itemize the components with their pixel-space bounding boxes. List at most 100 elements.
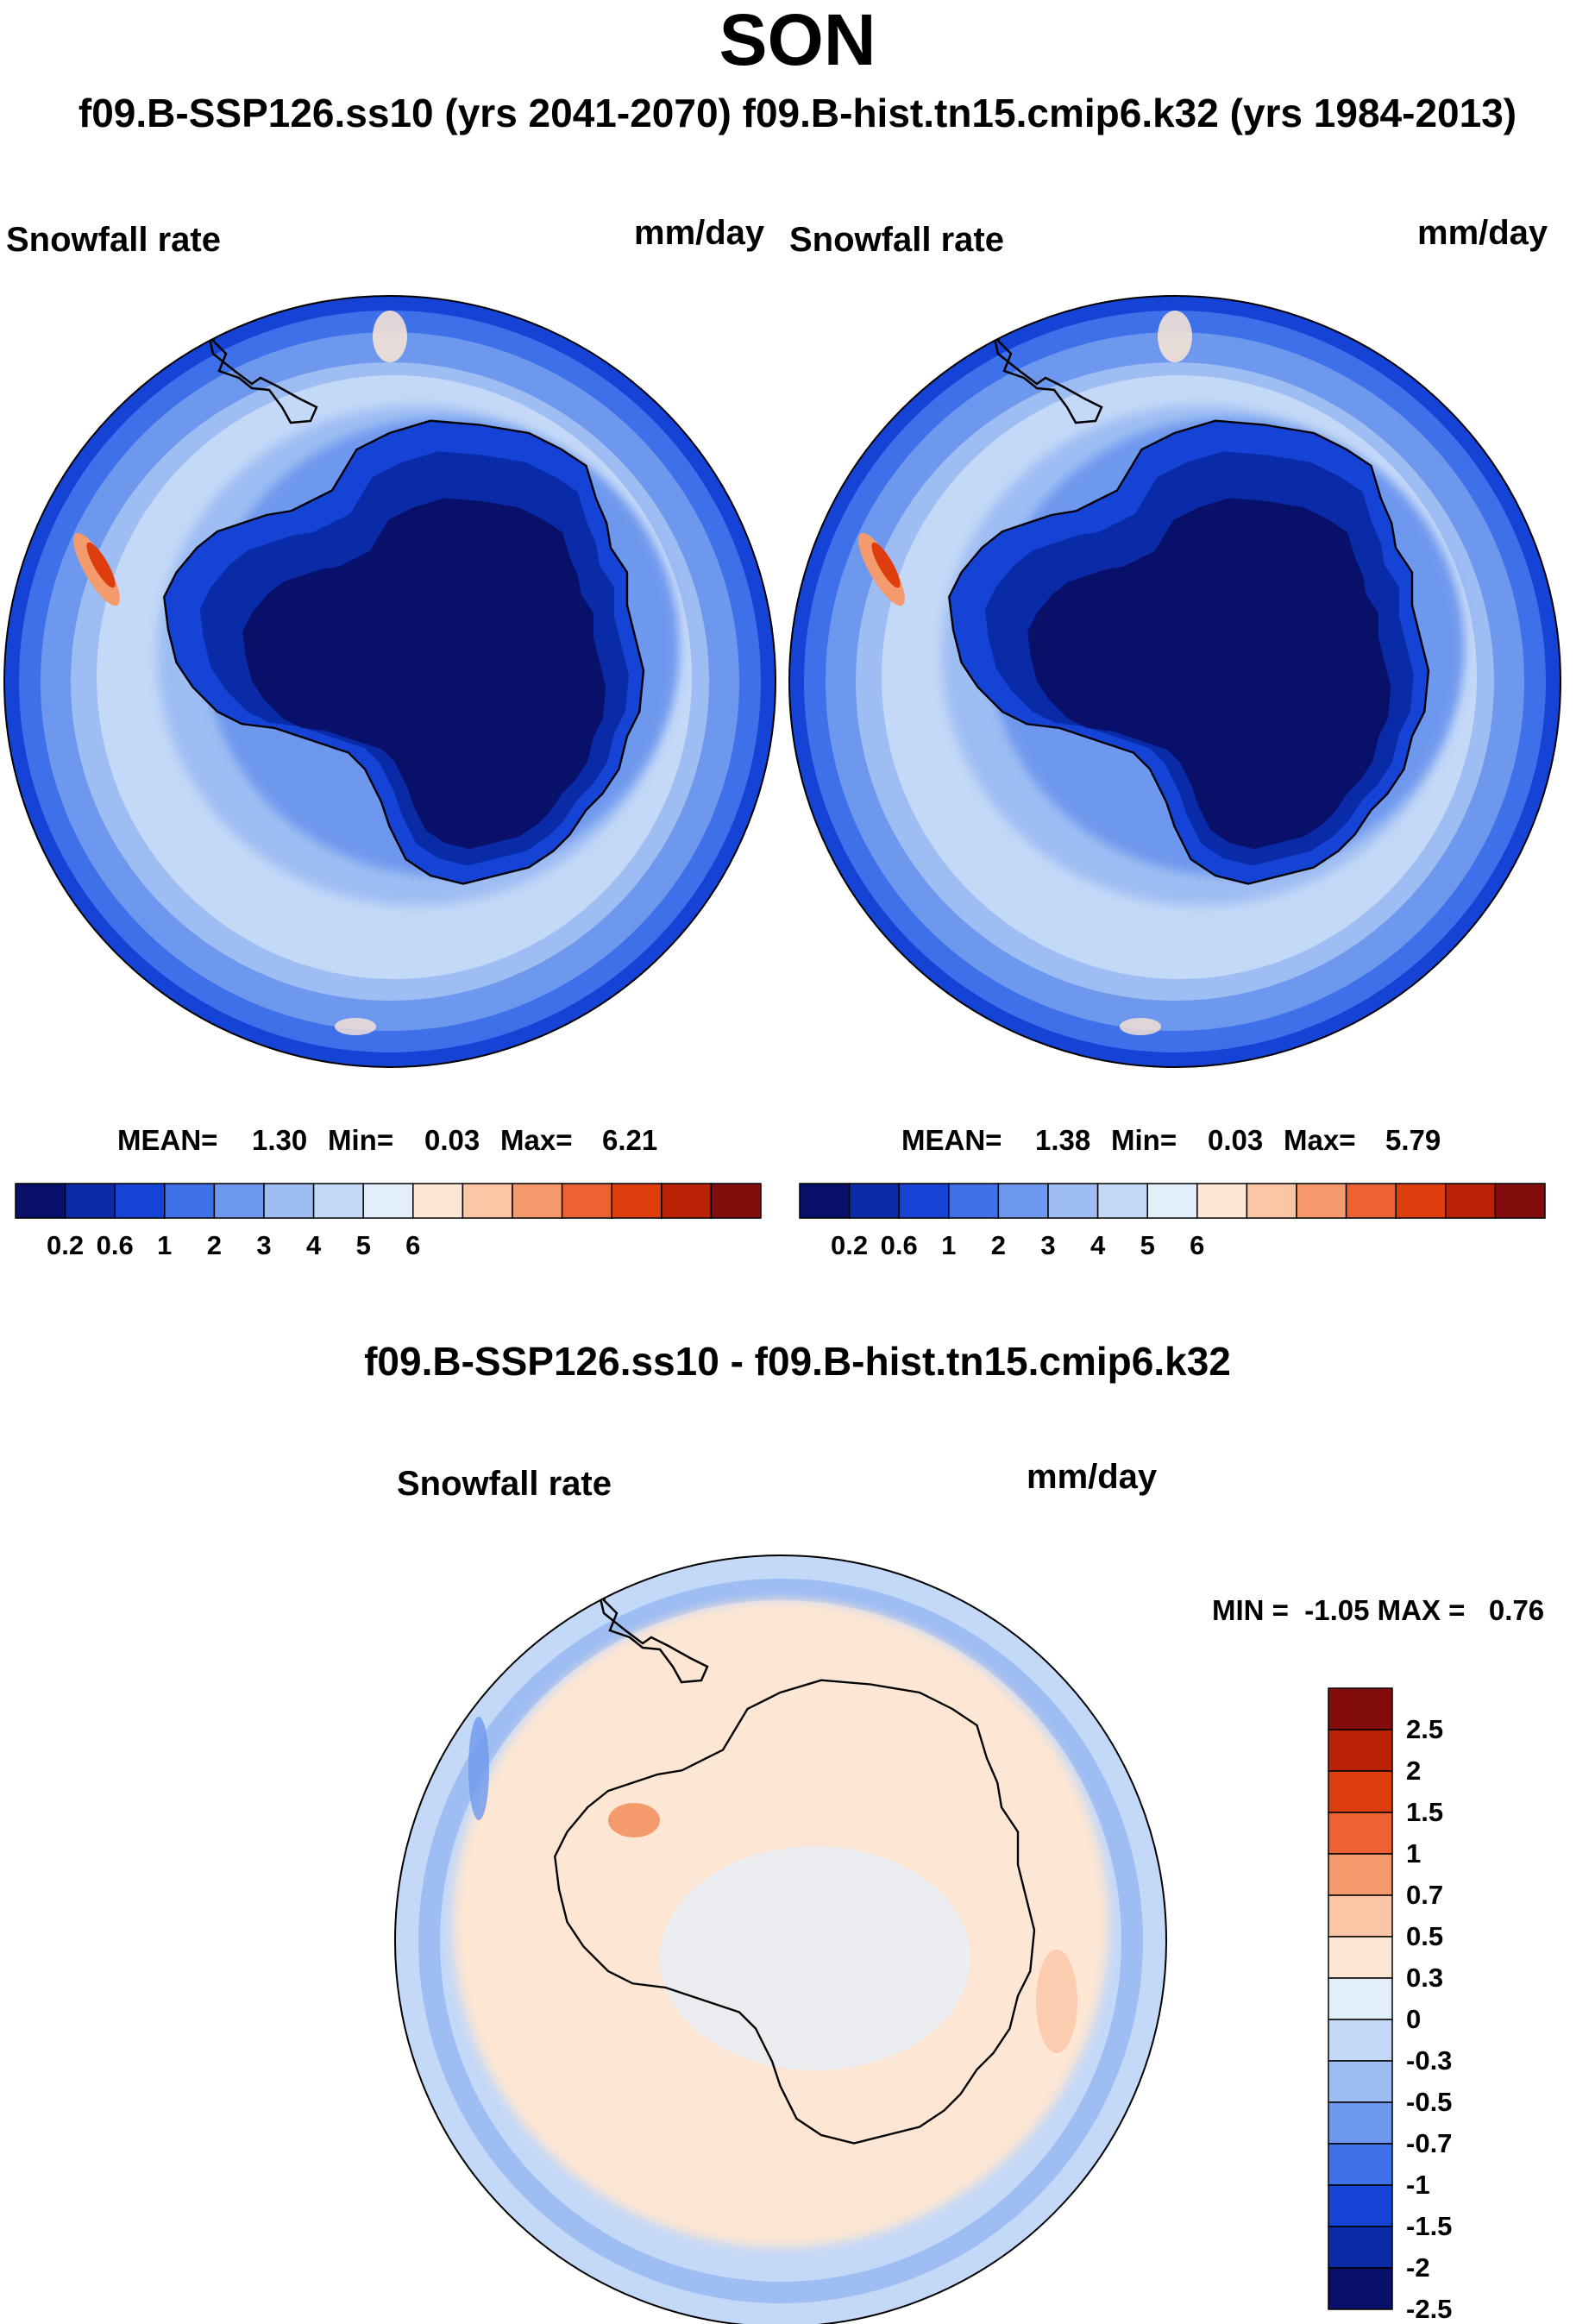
left-variable-label: Snowfall rate bbox=[6, 221, 221, 259]
colorbar-swatch bbox=[661, 1183, 713, 1219]
left-min-label: Min= bbox=[328, 1124, 394, 1156]
colorbar-tick-label: 0.3 bbox=[1406, 1963, 1443, 1993]
colorbar-tick-label: -2 bbox=[1406, 2252, 1430, 2283]
colorbar-tick-label: -0.7 bbox=[1406, 2128, 1452, 2158]
page-title: SON bbox=[719, 0, 876, 80]
right-map bbox=[789, 296, 1560, 1067]
colorbar-swatch bbox=[848, 1183, 900, 1219]
left-units-label: mm/day bbox=[634, 214, 765, 252]
colorbar-tick-label: 0.2 bbox=[831, 1230, 868, 1260]
colorbar-tick-label: 2 bbox=[1406, 1756, 1421, 1786]
left-map-border bbox=[3, 295, 776, 1068]
colorbar-swatch bbox=[948, 1183, 1000, 1219]
colorbar-tick-label: 6 bbox=[405, 1230, 420, 1260]
colorbar-swatch bbox=[1445, 1183, 1497, 1219]
left-min-value: 0.03 bbox=[424, 1124, 480, 1156]
colorbar-tick-label: 2.5 bbox=[1406, 1714, 1443, 1744]
colorbar-swatch bbox=[1096, 1183, 1148, 1219]
colorbar-swatch bbox=[1328, 1894, 1393, 1938]
colorbar-tick-label: -1.5 bbox=[1406, 2211, 1452, 2241]
colorbar-tick-label: 3 bbox=[256, 1230, 271, 1260]
colorbar-tick-label: 1.5 bbox=[1406, 1797, 1443, 1827]
colorbar-swatch bbox=[1246, 1183, 1297, 1219]
colorbar-swatch bbox=[1328, 2101, 1393, 2145]
colorbar-swatch bbox=[462, 1183, 513, 1219]
colorbar-tick-label: 0.5 bbox=[1406, 1921, 1443, 1951]
colorbar-tick-label: 6 bbox=[1190, 1230, 1204, 1260]
colorbar-swatch bbox=[1328, 2226, 1393, 2269]
colorbar-tick-label: 0.2 bbox=[47, 1230, 84, 1260]
right-units-label: mm/day bbox=[1417, 214, 1548, 252]
diff-variable-label: Snowfall rate bbox=[397, 1465, 612, 1503]
left-colorbar: 0.2 0.6 1 2 3 4 5 6 bbox=[15, 1183, 762, 1260]
colorbar-swatch bbox=[114, 1183, 166, 1219]
colorbar-tick-label: 4 bbox=[1090, 1230, 1106, 1260]
colorbar-swatch bbox=[312, 1183, 364, 1219]
colorbar-tick-label: -0.5 bbox=[1406, 2087, 1452, 2117]
colorbar-tick-label: 0.6 bbox=[97, 1230, 134, 1260]
colorbar-swatch bbox=[1328, 1729, 1393, 1772]
colorbar-swatch bbox=[1328, 2019, 1393, 2062]
colorbar-swatch bbox=[997, 1183, 1049, 1219]
right-max-value: 5.79 bbox=[1385, 1124, 1441, 1156]
colorbar-swatch bbox=[561, 1183, 612, 1219]
colorbar-swatch bbox=[1395, 1183, 1447, 1219]
colorbar-swatch bbox=[15, 1183, 66, 1219]
left-max-value: 6.21 bbox=[602, 1124, 658, 1156]
colorbar-swatch bbox=[898, 1183, 950, 1219]
colorbar-tick-label: 2 bbox=[207, 1230, 222, 1260]
colorbar-swatch bbox=[799, 1183, 851, 1219]
colorbar-swatch bbox=[1196, 1183, 1248, 1219]
colorbar-tick-label: -0.3 bbox=[1406, 2045, 1452, 2076]
colorbar-tick-label: 5 bbox=[1140, 1230, 1155, 1260]
diff-title: f09.B-SSP126.ss10 - f09.B-hist.tn15.cmip… bbox=[364, 1339, 1231, 1384]
colorbar-swatch bbox=[611, 1183, 662, 1219]
colorbar-swatch bbox=[1328, 2184, 1393, 2227]
colorbar-swatch bbox=[512, 1183, 563, 1219]
left-map bbox=[4, 296, 776, 1067]
colorbar-swatch bbox=[263, 1183, 315, 1219]
left-mean-value: 1.30 bbox=[252, 1124, 308, 1156]
right-min-value: 0.03 bbox=[1208, 1124, 1264, 1156]
right-variable-label: Snowfall rate bbox=[789, 221, 1004, 259]
colorbar-swatch bbox=[1328, 2060, 1393, 2103]
colorbar-swatch bbox=[1328, 1977, 1393, 2020]
left-max-label: Max= bbox=[500, 1124, 573, 1156]
right-mean-label: MEAN= bbox=[901, 1124, 1002, 1156]
right-colorbar: 0.2 0.6 1 2 3 4 5 6 bbox=[799, 1183, 1546, 1260]
right-map-border bbox=[788, 295, 1561, 1068]
right-min-label: Min= bbox=[1111, 1124, 1177, 1156]
colorbar-swatch bbox=[1328, 1853, 1393, 1896]
colorbar-swatch bbox=[164, 1183, 216, 1219]
colorbar-swatch bbox=[1047, 1183, 1099, 1219]
colorbar-swatch bbox=[1296, 1183, 1347, 1219]
colorbar-tick-label: 1 bbox=[157, 1230, 172, 1260]
colorbar-tick-label: 0.7 bbox=[1406, 1880, 1443, 1910]
right-mean-value: 1.38 bbox=[1035, 1124, 1091, 1156]
diff-map bbox=[395, 1555, 1166, 2324]
colorbar-swatch bbox=[1328, 2267, 1393, 2310]
diff-units-label: mm/day bbox=[1027, 1458, 1158, 1496]
colorbar-swatch bbox=[412, 1183, 464, 1219]
colorbar-swatch bbox=[1146, 1183, 1198, 1219]
page-subtitle: f09.B-SSP126.ss10 (yrs 2041-2070) f09.B-… bbox=[78, 91, 1517, 135]
colorbar-tick-label: -1 bbox=[1406, 2170, 1430, 2200]
colorbar-tick-label: 1 bbox=[941, 1230, 956, 1260]
colorbar-swatch bbox=[1328, 1936, 1393, 1979]
colorbar-swatch bbox=[1494, 1183, 1546, 1219]
colorbar-tick-label: 5 bbox=[356, 1230, 371, 1260]
colorbar-swatch bbox=[362, 1183, 414, 1219]
colorbar-swatch bbox=[1328, 1770, 1393, 1813]
colorbar-tick-label: -2.5 bbox=[1406, 2294, 1452, 2324]
colorbar-tick-label: 3 bbox=[1040, 1230, 1055, 1260]
diff-minmax-label: MIN = -1.05 MAX = 0.76 bbox=[1212, 1594, 1545, 1626]
right-max-label: Max= bbox=[1284, 1124, 1356, 1156]
left-mean-label: MEAN= bbox=[117, 1124, 218, 1156]
colorbar-swatch bbox=[1328, 2143, 1393, 2186]
diff-map-border bbox=[394, 1555, 1167, 2324]
colorbar-tick-label: 0 bbox=[1406, 2004, 1421, 2034]
colorbar-swatch bbox=[710, 1183, 762, 1219]
colorbar-tick-label: 1 bbox=[1406, 1838, 1421, 1869]
colorbar-swatch bbox=[64, 1183, 116, 1219]
